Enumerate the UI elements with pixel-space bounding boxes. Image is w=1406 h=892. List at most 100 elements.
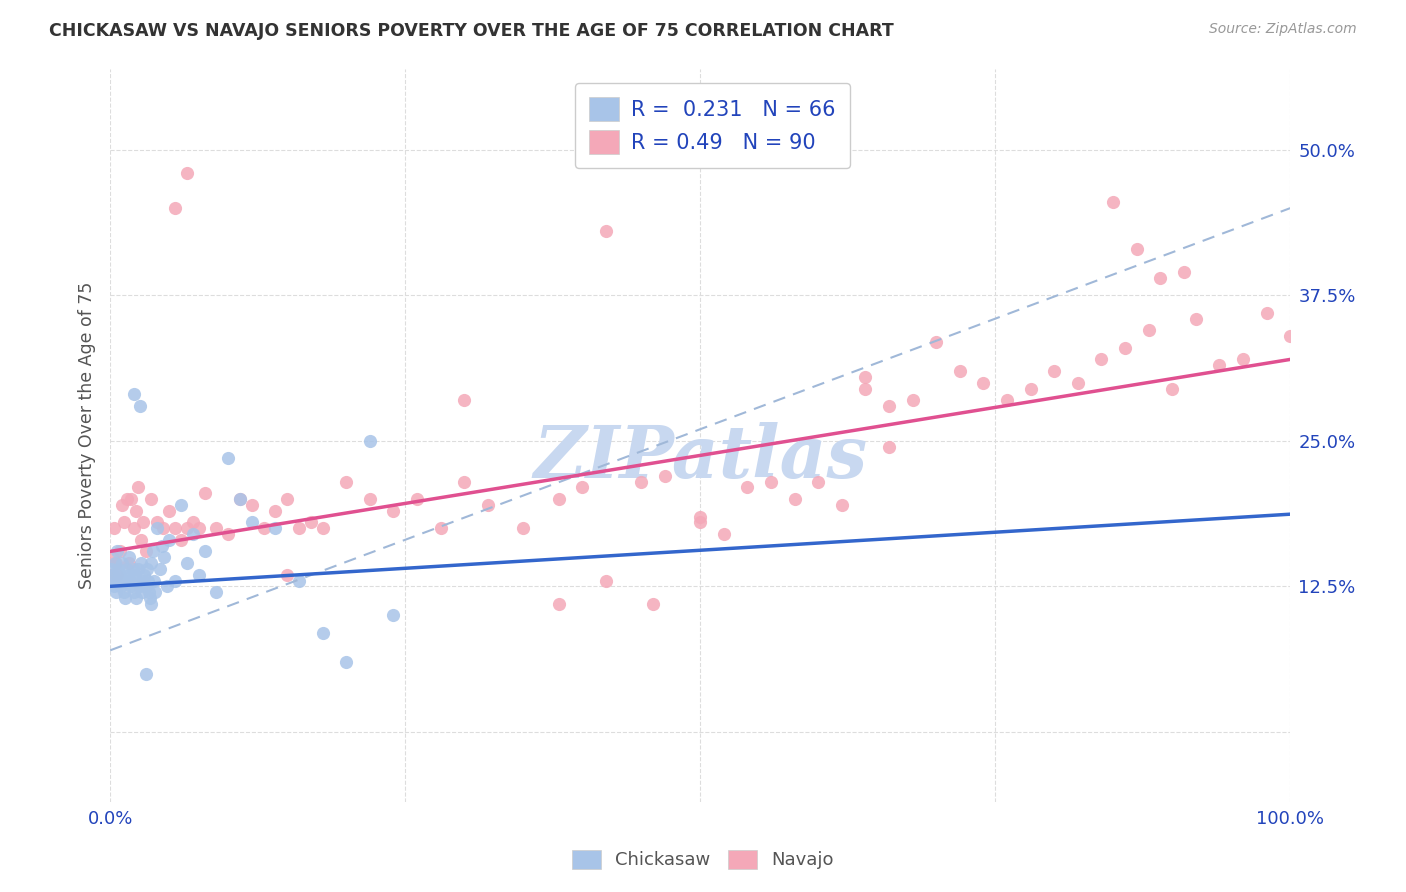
Point <box>103 521 125 535</box>
Point <box>229 491 252 506</box>
Point <box>156 579 179 593</box>
Point <box>139 591 162 605</box>
Point <box>641 597 664 611</box>
Point <box>136 574 159 588</box>
Point <box>453 475 475 489</box>
Point <box>120 574 142 588</box>
Point <box>1208 358 1230 372</box>
Point <box>359 491 381 506</box>
Point <box>112 574 135 588</box>
Point <box>128 399 150 413</box>
Point <box>165 574 187 588</box>
Point <box>101 550 124 565</box>
Point <box>141 491 163 506</box>
Point <box>131 585 153 599</box>
Point <box>217 451 239 466</box>
Point <box>229 491 252 506</box>
Point <box>176 521 198 535</box>
Legend: R =  0.231   N = 66, R = 0.49   N = 90: R = 0.231 N = 66, R = 0.49 N = 90 <box>575 83 851 169</box>
Point <box>107 574 129 588</box>
Point <box>877 399 900 413</box>
Point <box>1184 311 1206 326</box>
Point <box>972 376 994 390</box>
Point <box>1137 323 1160 337</box>
Point <box>111 498 134 512</box>
Point <box>240 516 263 530</box>
Point <box>359 434 381 448</box>
Point <box>157 533 180 547</box>
Point <box>429 521 451 535</box>
Point <box>1256 306 1278 320</box>
Point <box>157 504 180 518</box>
Point <box>118 556 141 570</box>
Point <box>112 516 135 530</box>
Point <box>143 585 166 599</box>
Point <box>288 574 311 588</box>
Point <box>122 387 145 401</box>
Point <box>132 516 155 530</box>
Point <box>138 585 160 599</box>
Point <box>105 544 128 558</box>
Point <box>831 498 853 512</box>
Point <box>512 521 534 535</box>
Point <box>100 562 122 576</box>
Point <box>547 597 569 611</box>
Point <box>115 562 138 576</box>
Point <box>382 608 405 623</box>
Point <box>176 556 198 570</box>
Point <box>276 567 298 582</box>
Point <box>759 475 782 489</box>
Point <box>288 521 311 535</box>
Point <box>127 562 149 576</box>
Point <box>1161 382 1184 396</box>
Point <box>170 533 193 547</box>
Point <box>104 556 127 570</box>
Point <box>713 527 735 541</box>
Point <box>654 468 676 483</box>
Point <box>477 498 499 512</box>
Point <box>122 521 145 535</box>
Point <box>193 544 215 558</box>
Point <box>264 504 287 518</box>
Point <box>335 655 357 669</box>
Point <box>193 486 215 500</box>
Point <box>595 574 617 588</box>
Point <box>152 521 174 535</box>
Point <box>105 556 128 570</box>
Point <box>630 475 652 489</box>
Point <box>142 574 165 588</box>
Point <box>121 562 143 576</box>
Point <box>1090 352 1112 367</box>
Point <box>689 509 711 524</box>
Point <box>406 491 429 506</box>
Point <box>853 370 876 384</box>
Point <box>165 521 187 535</box>
Point <box>547 491 569 506</box>
Point <box>105 585 128 599</box>
Text: ZIPatlas: ZIPatlas <box>533 422 868 492</box>
Point <box>240 498 263 512</box>
Point <box>1125 242 1147 256</box>
Point <box>124 567 146 582</box>
Point <box>335 475 357 489</box>
Point <box>252 521 274 535</box>
Point <box>217 527 239 541</box>
Point <box>181 527 204 541</box>
Point <box>149 562 172 576</box>
Point <box>949 364 972 378</box>
Point <box>276 491 298 506</box>
Point <box>120 579 142 593</box>
Text: Source: ZipAtlas.com: Source: ZipAtlas.com <box>1209 22 1357 37</box>
Point <box>132 574 155 588</box>
Point <box>103 574 125 588</box>
Point <box>311 626 333 640</box>
Point <box>125 504 148 518</box>
Point <box>122 585 145 599</box>
Point <box>877 440 900 454</box>
Point <box>112 585 135 599</box>
Point <box>115 491 138 506</box>
Point <box>1019 382 1042 396</box>
Point <box>135 579 157 593</box>
Point <box>127 574 149 588</box>
Point <box>299 516 322 530</box>
